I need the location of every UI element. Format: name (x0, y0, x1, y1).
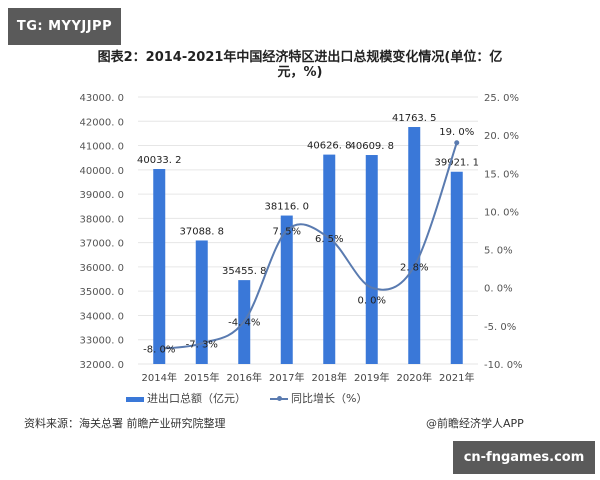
line-marker (454, 140, 460, 146)
bar (153, 169, 166, 364)
bar-value-label: 39921. 1 (434, 158, 479, 169)
right-tick-label: 25. 0% (484, 93, 519, 104)
line-value-label: -8. 0% (143, 345, 175, 356)
left-tick-label: 36000. 0 (79, 263, 124, 274)
left-tick-label: 41000. 0 (79, 142, 124, 153)
legend-item-bar: 进出口总额（亿元） (126, 390, 246, 406)
left-tick-label: 32000. 0 (79, 360, 124, 371)
x-tick-label: 2017年 (269, 371, 304, 384)
right-tick-label: 15. 0% (484, 169, 519, 180)
domain-badge: cn-fngames.com (453, 441, 595, 474)
line-series: -8. 0% -7. 3% -4. 4% 7. 5% 6. 5% 0. 0% 2. 8% 19… (143, 127, 474, 356)
chart-title-line1: 图表2：2014-2021年中国经济特区进出口总规模变化情况(单位：亿 (97, 50, 503, 65)
line-value-label: 19. 0% (439, 127, 474, 138)
line-marker-icon (270, 396, 288, 401)
bar (365, 155, 378, 364)
right-tick-label: 10. 0% (484, 207, 519, 218)
bar (323, 154, 336, 364)
bar (280, 215, 293, 364)
left-tick-label: 42000. 0 (79, 117, 124, 128)
bar-value-label: 35455. 8 (222, 266, 267, 277)
left-tick-label: 34000. 0 (79, 311, 124, 322)
bar-value-label: 40626. 8 (307, 141, 352, 152)
line-value-label: 7. 5% (272, 227, 301, 238)
x-tick-label: 2020年 (397, 371, 432, 384)
watermark-tag: TG: MYYJJPP (8, 8, 121, 45)
right-tick-label: 5. 0% (484, 246, 513, 257)
left-tick-label: 37000. 0 (79, 239, 124, 250)
right-tick-label: 20. 0% (484, 131, 519, 142)
line-value-label: 6. 5% (315, 234, 344, 245)
legend-item-line: 同比增长（%） (270, 390, 367, 406)
left-tick-label: 38000. 0 (79, 214, 124, 225)
growth-line (159, 142, 458, 350)
x-tick-label: 2016年 (227, 371, 262, 384)
line-value-label: 2. 8% (400, 262, 429, 273)
bar-swatch-icon (126, 396, 144, 402)
source-note: 资料来源：海关总署 前瞻产业研究院整理 (24, 417, 226, 430)
right-tick-label: 0. 0% (484, 284, 513, 295)
left-tick-label: 43000. 0 (79, 93, 124, 104)
left-y-axis: 43000. 0 42000. 0 41000. 0 40000. 0 39000. 0… (79, 93, 124, 371)
x-tick-label: 2019年 (354, 371, 389, 384)
gridlines (138, 96, 478, 365)
bar-value-label: 41763. 5 (392, 113, 437, 124)
x-tick-label: 2015年 (184, 371, 219, 384)
bar-value-label: 37088. 8 (179, 226, 224, 237)
bar-series: 40033. 2 37088. 8 35455. 8 38116. 0 40626. 8… (137, 113, 479, 364)
x-axis: 2014年 2015年 2016年 2017年 2018年 2019年 2020年 2021年 (142, 371, 475, 384)
legend: 进出口总额（亿元） 同比增长（%） (126, 390, 367, 406)
bar (450, 171, 463, 364)
bar-value-label: 40609. 8 (349, 141, 394, 152)
right-y-axis: 25. 0% 20. 0% 15. 0% 10. 0% 5. 0% 0. 0% -5. 0%… (484, 93, 523, 371)
left-tick-label: 35000. 0 (79, 287, 124, 298)
bar-value-label: 38116. 0 (264, 202, 309, 213)
right-tick-label: -10. 0% (484, 360, 523, 371)
x-tick-label: 2021年 (439, 371, 474, 384)
bar (408, 127, 421, 364)
left-tick-label: 33000. 0 (79, 336, 124, 347)
line-value-label: 0. 0% (357, 296, 386, 307)
bar (195, 240, 208, 364)
line-value-label: -7. 3% (186, 339, 218, 350)
bar-value-label: 40033. 2 (137, 155, 182, 166)
chart-title: 图表2：2014-2021年中国经济特区进出口总规模变化情况(单位：亿 元，%) (90, 50, 510, 80)
credit-note: @前瞻经济学人APP (426, 417, 524, 430)
line-value-label: -4. 4% (228, 317, 260, 328)
x-tick-label: 2018年 (312, 371, 347, 384)
x-tick-label: 2014年 (142, 371, 177, 384)
left-tick-label: 40000. 0 (79, 166, 124, 177)
left-tick-label: 39000. 0 (79, 190, 124, 201)
right-tick-label: -5. 0% (484, 322, 516, 333)
chart-title-line2: 元，%) (277, 65, 323, 80)
